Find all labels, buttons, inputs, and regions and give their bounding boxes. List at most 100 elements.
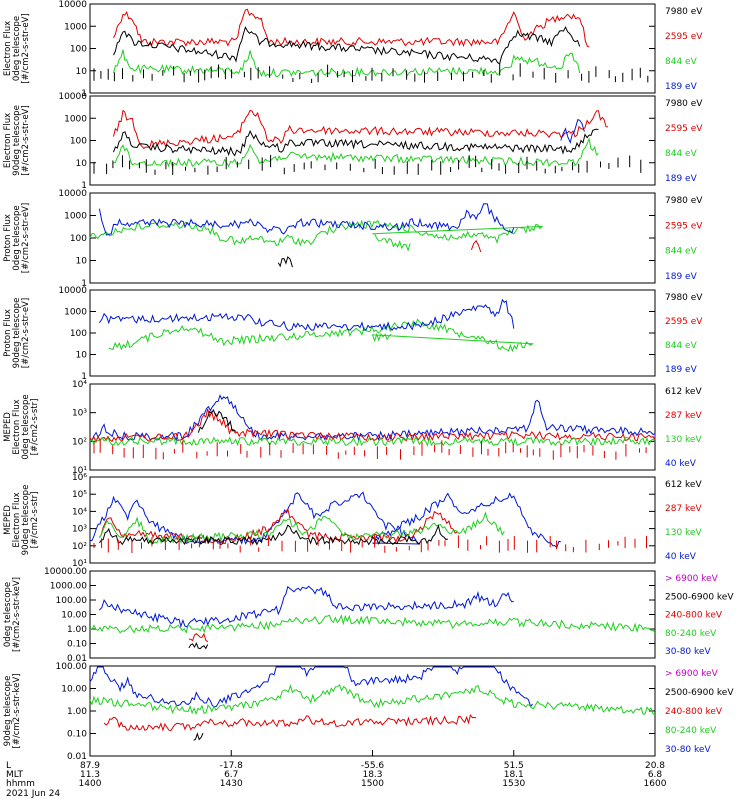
y-tick-label: 1 [81,279,87,289]
y-tick-label: 10² [72,542,87,552]
y-tick-label: 10² [72,437,87,447]
legend-entry: 189 eV [665,272,698,282]
y-axis-label: [#/cm2-s-str-keV] [12,577,22,652]
y-tick-label: 10000 [58,0,87,10]
y-tick-label: 1.00 [67,625,87,635]
legend-entry: 130 keV [665,435,702,445]
series-line-mepeed-proton-90deg-0 [89,666,533,708]
legend-entry: 189 eV [665,174,698,184]
y-tick-label: 10 [76,159,88,169]
y-axis-label: 0deg telescope [12,205,22,270]
y-tick-label: 1 [81,89,87,99]
legend-entry: 844 eV [665,149,698,159]
y-tick-label: 100 [70,137,87,147]
footer-value: 87.9 [80,761,100,771]
legend-entry: 2595 eV [665,317,703,327]
series-line-mepeed-electron-0deg-1 [89,408,656,444]
series-line-mepeed-proton-90deg-1 [89,684,656,716]
series-line-mepeed-proton-90deg-3 [193,732,204,741]
panel-frame-mepeed-electron-0deg [89,383,656,471]
legend-entry: 130 keV [665,528,702,538]
legend-entry: 287 keV [665,411,702,421]
series-line-proton-flux-0deg-3 [470,239,482,253]
y-axis-label: [#/cm2-s-str-eV] [21,105,31,175]
footer-row-label: L [6,761,11,771]
y-axis-label: Proton Flux [3,309,13,357]
footer-value: 18.3 [362,770,382,780]
y-axis-label: Electron Flux [3,113,13,168]
y-axis-label: Electron Flux [12,492,22,547]
y-axis-label: [#/cm2-s-str-eV] [21,298,31,368]
legend-entry: 80-240 keV [665,629,717,639]
background-spikes-electron-flux-90deg [93,154,642,175]
footer-row-label: hhmm [6,779,35,789]
y-tick-label: 10⁴ [72,380,87,390]
y-tick-label: 10000.00 [44,567,87,577]
legend-entry: 287 keV [665,504,702,514]
series-line-mepeed-electron-0deg-0 [89,394,656,442]
legend-entry: 2595 eV [665,221,703,231]
y-axis-label: [#/cm2-s-str-keV] [12,674,22,749]
footer-value: 6.7 [224,770,238,780]
series-line-electron-flux-90deg-3 [560,118,585,145]
legend-entry: 2595 eV [665,124,703,134]
y-axis-label: 0deg telescope [21,394,31,459]
y-tick-label: 1000 [64,212,87,222]
panel-frame-electron-flux-90deg [89,95,656,186]
y-tick-label: 10¹ [72,466,87,476]
legend-entry: 2595 eV [665,32,703,42]
footer-value: -17.8 [220,761,244,771]
footer-value: 1530 [502,779,525,789]
y-tick-label: 10³ [72,409,87,419]
y-axis-label: [#/cm2-s-str] [30,399,40,456]
y-tick-label: 10⁴ [72,507,87,517]
legend-entry: 2500-6900 keV [665,688,734,698]
y-tick-label: 10 [76,67,88,77]
footer-value: 51.5 [504,761,524,771]
y-tick-label: 10.00 [61,685,87,695]
series-line-electron-flux-0deg-0 [113,8,590,48]
legend-entry: > 6900 keV [665,669,719,679]
y-axis-label: [#/cm2-s-str-eV] [21,203,31,273]
legend-entry: 612 keV [665,480,702,490]
footer-value: 6.8 [648,770,663,780]
y-tick-label: 10 [76,351,88,361]
series-line-mepeed-electron-90deg-2 [98,511,505,545]
panel-frame-proton-flux-90deg [89,289,656,377]
footer-date: 2021 Jun 24 [6,789,60,799]
series-line-mepeed-electron-90deg-3 [99,524,448,546]
y-axis-label: Electron Flux [12,399,22,454]
legend-entry: 40 keV [665,552,697,562]
y-tick-label: 10 [76,257,88,267]
legend-entry: 30-80 keV [665,647,711,657]
series-line-proton-flux-0deg-2 [277,256,293,268]
series-line-mepeed-proton-0deg-1 [89,614,656,634]
y-tick-label: 1000 [64,22,87,32]
legend-entry: 80-240 keV [665,726,717,736]
y-tick-label: 1000 [64,114,87,124]
y-tick-label: 1 [81,181,87,191]
y-tick-label: 1000.00 [50,582,87,592]
series-line-proton-flux-0deg-1 [98,203,515,236]
y-tick-label: 10.00 [61,611,87,621]
y-tick-label: 10000 [58,189,87,199]
y-axis-label: 90deg telescope [3,676,13,747]
y-axis-label: Proton Flux [3,214,13,262]
y-axis-label: Electron Flux [3,21,13,76]
series-line-mepeed-proton-0deg-3 [188,642,209,650]
panel-frame-mepeed-proton-0deg [89,570,656,659]
y-tick-label: 100 [70,329,87,339]
legend-entry: 240-800 keV [665,707,723,717]
y-axis-label: MEPED [3,412,13,442]
y-tick-label: 10⁶ [72,473,87,483]
series-line-proton-flux-0deg-0 [89,219,544,252]
series-line-electron-flux-90deg-2 [113,136,599,168]
y-axis-label: 0deg telescope [3,582,13,647]
legend-entry: 2500-6900 keV [665,592,734,602]
y-tick-label: 0.10 [67,640,87,650]
y-tick-label: 100 [70,45,87,55]
y-tick-label: 10¹ [72,559,87,569]
series-line-mepeed-electron-90deg-0 [89,491,561,549]
